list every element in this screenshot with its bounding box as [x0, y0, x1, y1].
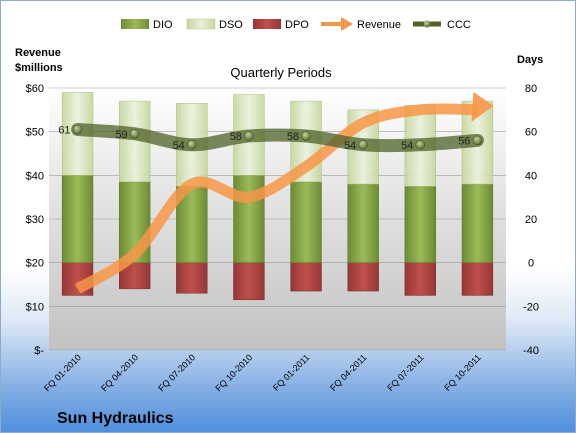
category-label: FQ 10-2010 [213, 352, 254, 393]
category-labels: FQ 01-2010 FQ 04-2010 FQ 07-2010 FQ 10-2010… [42, 352, 483, 393]
chart-title: Quarterly Periods [230, 65, 332, 80]
right-tick-label: -20 [523, 301, 539, 313]
right-axis-title: Days [517, 54, 543, 66]
right-tick-label: 40 [525, 170, 537, 182]
category-label: FQ 04-2011 [328, 352, 369, 393]
left-axis-ticks: $- $10 $20 $30 $40 $50 $60 [26, 83, 45, 357]
ccc-point [187, 140, 197, 150]
bar-dpo [347, 262, 379, 292]
category-label: FQ 07-2011 [385, 352, 426, 393]
legend-dio-label: DIO [153, 19, 173, 31]
company-name: Sun Hydraulics [57, 410, 174, 427]
bar-dpo [461, 262, 494, 296]
right-tick-label: 60 [525, 127, 537, 139]
category-label: FQ 01-2011 [271, 352, 312, 393]
category-label: FQ 04-2010 [99, 352, 140, 393]
ccc-data-label: 54 [401, 140, 413, 152]
ccc-point [301, 131, 311, 141]
bar-dio [290, 181, 322, 263]
left-tick-label: $50 [26, 127, 44, 139]
bar-dio [61, 175, 94, 263]
ccc-data-label: 58 [287, 131, 299, 143]
revenue-arrowhead-icon [471, 91, 494, 122]
ccc-data-label: 56 [458, 135, 470, 147]
bar-dio [347, 183, 379, 263]
right-tick-label: 0 [528, 258, 534, 270]
left-tick-label: $20 [26, 258, 44, 270]
ccc-data-label: 54 [173, 140, 185, 152]
ccc-point [358, 140, 368, 150]
left-tick-label: $- [34, 345, 44, 357]
legend-dpo-label: DPO [285, 19, 309, 31]
category-label: FQ 10-2011 [442, 352, 483, 393]
bar-dpo [404, 262, 436, 296]
category-label: FQ 07-2010 [156, 352, 197, 393]
bar-dpo [290, 262, 322, 292]
bar-dpo [233, 262, 265, 301]
ccc-point [244, 131, 254, 141]
ccc-line [71, 122, 484, 153]
right-axis-ticks: -40 -20 0 20 40 60 80 [523, 83, 539, 357]
ccc-point [472, 135, 483, 146]
left-tick-label: $10 [26, 301, 44, 313]
revenue-series [74, 91, 494, 294]
legend-ccc-label: CCC [447, 19, 471, 31]
category-label: FQ 01-2010 [42, 352, 83, 393]
left-tick-label: $60 [26, 83, 44, 95]
legend-ccc-line-icon [413, 20, 441, 28]
legend-dso-label: DSO [219, 19, 243, 31]
ccc-data-label: 58 [230, 131, 242, 143]
ccc-series: 61 59 54 58 58 54 54 56 [58, 122, 484, 153]
ccc-point [415, 140, 426, 150]
ccc-data-label: 61 [58, 124, 70, 136]
bar-dio [404, 186, 436, 263]
bar-dio [461, 183, 494, 263]
left-tick-label: $40 [26, 170, 44, 182]
left-axis-title-line2: $millions [15, 62, 63, 74]
legend-dso-swatch [186, 18, 216, 30]
ccc-point [72, 124, 83, 135]
ccc-point [129, 129, 140, 139]
legend-dio-swatch [121, 19, 149, 29]
revenue-line [74, 103, 478, 294]
legend: DIO DSO DPO Revenue CCC [121, 17, 471, 31]
legend-dpo-swatch [253, 19, 281, 29]
legend-revenue-arrow-icon [321, 17, 353, 31]
right-tick-label: 20 [525, 214, 537, 226]
ccc-data-label: 54 [344, 140, 356, 152]
ccc-data-label: 59 [115, 129, 127, 141]
legend-revenue-label: Revenue [357, 19, 401, 31]
right-tick-label: -40 [523, 345, 539, 357]
left-tick-label: $30 [26, 214, 44, 226]
right-tick-label: 80 [525, 83, 537, 95]
bar-dpo [176, 262, 208, 294]
left-axis-title-line1: Revenue [15, 47, 61, 59]
